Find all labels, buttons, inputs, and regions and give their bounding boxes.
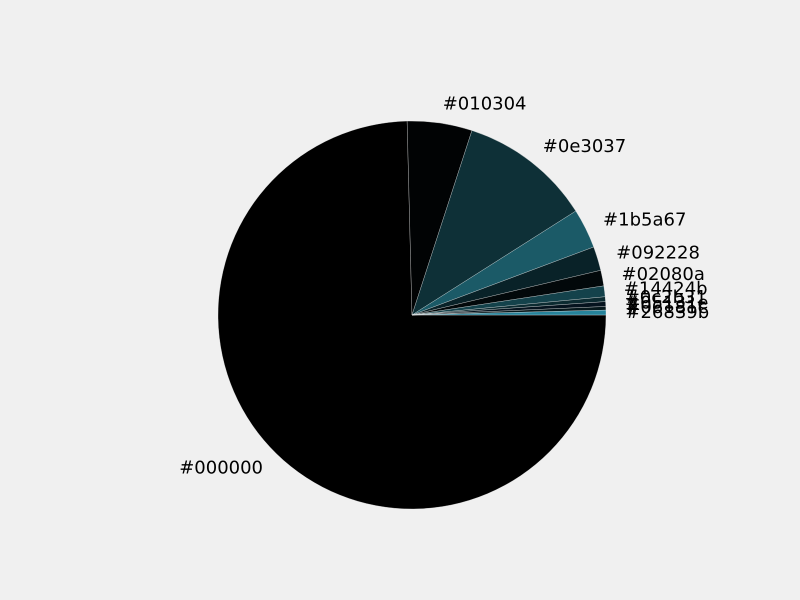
pie-label-06181c: #06181c xyxy=(625,297,707,318)
pie-label-1b5a67: #1b5a67 xyxy=(603,209,686,230)
pie-label-092228: #092228 xyxy=(616,242,700,263)
pie-slice-000000 xyxy=(217,120,607,510)
pie-label-010304: #010304 xyxy=(443,93,527,114)
pie-label-05131e: #05131e xyxy=(625,292,708,313)
pie-slice-26839b xyxy=(411,309,607,316)
pie-label-02080a: #02080a xyxy=(621,264,704,285)
pie-label-14424b: #14424b xyxy=(624,278,708,299)
pie-label-26839b: #26839b xyxy=(625,302,709,323)
pie-label-0c2b31: #0c2b31 xyxy=(625,287,707,308)
pie-slices xyxy=(217,120,607,510)
pie-labels: #000000 #010304 #0e3037 #1b5a67 #092228#0208… xyxy=(179,93,709,478)
pie-label-000000: #000000 xyxy=(179,457,263,478)
pie-slice-0e3037 xyxy=(411,130,577,316)
pie-label-0e3037: #0e3037 xyxy=(543,136,626,157)
